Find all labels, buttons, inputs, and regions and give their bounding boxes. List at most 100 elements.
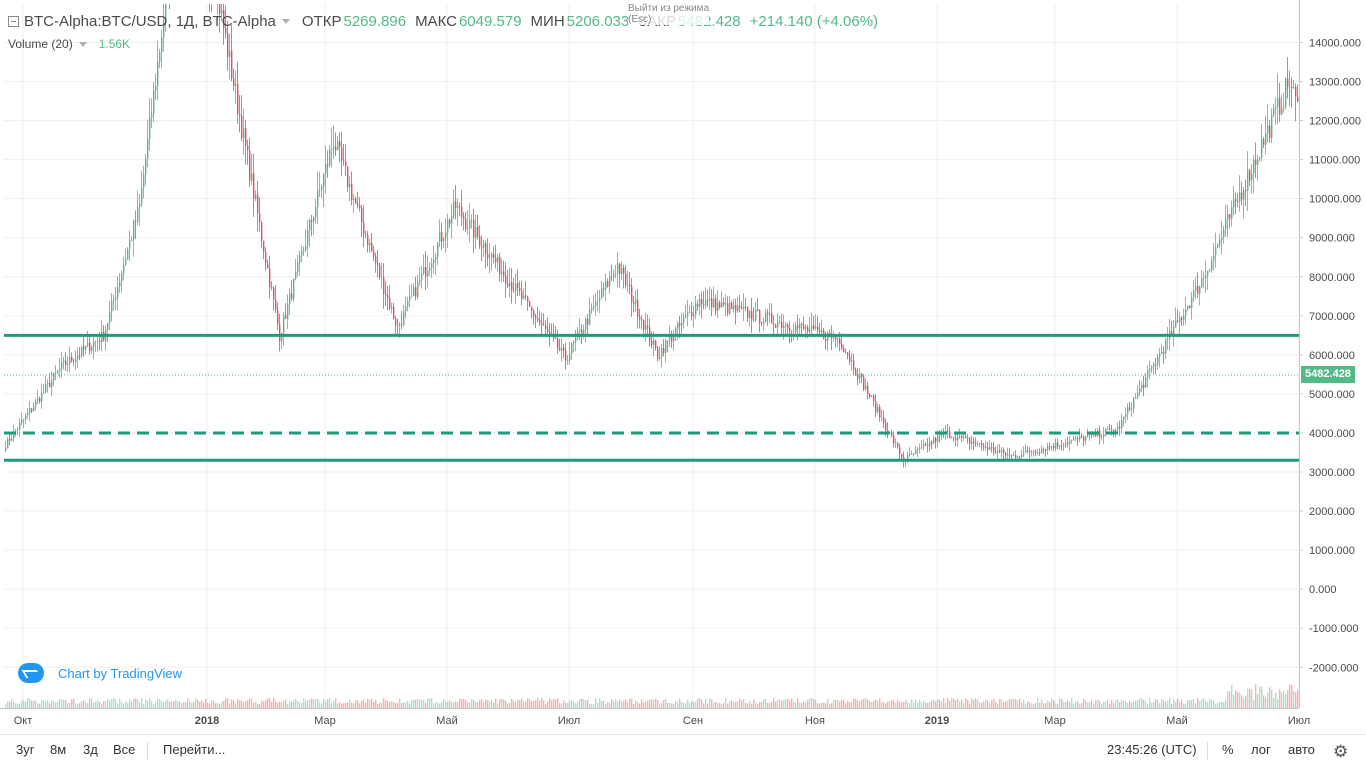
- candle-body: [1189, 306, 1191, 309]
- range-all-button[interactable]: Все: [113, 742, 136, 757]
- candle-body: [419, 280, 421, 282]
- volume-bar: [991, 700, 993, 708]
- candle-body: [443, 238, 445, 242]
- volume-bar: [871, 701, 873, 708]
- candle-body: [933, 438, 935, 444]
- candle-body: [1049, 446, 1051, 448]
- range-3y-button[interactable]: 3yr: [16, 742, 35, 757]
- volume-bar: [41, 700, 43, 708]
- volume-bar: [503, 699, 505, 708]
- candle-body: [1133, 398, 1135, 409]
- volume-bar: [537, 698, 539, 708]
- candle-body: [917, 448, 919, 450]
- volume-bar: [1263, 695, 1265, 708]
- volume-bar: [661, 702, 663, 708]
- volume-bar: [1347, 690, 1348, 708]
- candle-body: [485, 243, 487, 254]
- volume-bar: [967, 699, 969, 708]
- volume-bar: [575, 703, 577, 708]
- volume-bar: [435, 701, 437, 708]
- candle-body: [741, 307, 743, 309]
- y-tick-label: 11000.000: [1309, 155, 1360, 167]
- utc-clock[interactable]: 23:45:26 (UTC): [1107, 742, 1197, 757]
- volume-bar: [665, 699, 667, 708]
- range-8m-button[interactable]: 8м: [50, 742, 67, 757]
- volume-bar: [645, 701, 647, 708]
- candle-body: [445, 232, 447, 239]
- volume-value: 1.56K: [98, 37, 131, 51]
- volume-bar: [1031, 703, 1033, 708]
- candle-body: [809, 329, 811, 332]
- volume-bar: [821, 702, 823, 708]
- volume-bar: [223, 700, 225, 708]
- candle-body: [135, 220, 137, 222]
- volume-bar: [783, 699, 785, 708]
- candle-body: [345, 161, 347, 167]
- symbol-title[interactable]: BTC-Alpha:BTC/USD, 1Д, BTC-Alpha: [24, 13, 276, 30]
- candle-body: [1199, 286, 1201, 294]
- volume-bar: [571, 700, 573, 708]
- volume-bar: [1219, 701, 1221, 708]
- candle-body: [147, 138, 149, 159]
- auto-scale-toggle[interactable]: авто: [1288, 742, 1315, 757]
- volume-bar: [15, 703, 17, 708]
- candle-body: [455, 201, 457, 208]
- percent-scale-toggle[interactable]: %: [1222, 742, 1234, 757]
- candle-body: [1197, 285, 1199, 294]
- open-value: 5269.896: [343, 13, 407, 30]
- volume-bar: [299, 702, 301, 708]
- candle-body: [923, 443, 925, 447]
- log-scale-toggle[interactable]: лог: [1251, 742, 1271, 757]
- candle-body: [159, 52, 161, 62]
- chevron-down-icon[interactable]: [281, 19, 290, 24]
- volume-bar: [835, 700, 837, 708]
- candle-body: [97, 340, 99, 342]
- volume-bar: [267, 698, 269, 708]
- volume-bar: [805, 702, 807, 708]
- candle-body: [333, 146, 335, 150]
- candle-body: [259, 213, 261, 223]
- volume-bar: [853, 698, 855, 708]
- candle-body: [99, 340, 101, 343]
- fullscreen-exit-tooltip: Выйти из режима (Esc): [628, 3, 710, 25]
- volume-bar: [1155, 698, 1157, 708]
- candle-body: [1071, 440, 1073, 442]
- candle-body: [1223, 229, 1225, 238]
- goto-date-button[interactable]: Перейти...: [163, 742, 226, 757]
- volume-bar: [337, 703, 339, 708]
- candle-body: [343, 160, 345, 162]
- candle-body: [1037, 452, 1039, 453]
- candle-body: [1187, 306, 1189, 310]
- candle-body: [357, 203, 359, 206]
- candle-body: [23, 419, 25, 421]
- tradingview-watermark[interactable]: Chart by TradingView: [18, 663, 182, 683]
- volume-label[interactable]: Volume (20): [8, 37, 73, 51]
- volume-bar: [109, 700, 111, 708]
- volume-bar: [381, 703, 383, 708]
- volume-bar: [523, 701, 525, 708]
- volume-bar: [1195, 703, 1197, 708]
- volume-bar: [303, 698, 305, 708]
- candle-body: [1193, 290, 1195, 298]
- candle-body: [1333, 206, 1334, 215]
- candle-body: [515, 283, 517, 291]
- volume-bar: [815, 699, 817, 708]
- candle-body: [735, 305, 737, 312]
- candle-body: [1353, 169, 1354, 175]
- volume-bar: [1043, 703, 1045, 708]
- candle-body: [1331, 206, 1332, 224]
- volume-bar: [1105, 701, 1107, 708]
- candle-body: [767, 312, 769, 315]
- volume-bar: [1081, 703, 1083, 708]
- candle-body: [821, 330, 823, 333]
- volume-bar: [1289, 684, 1291, 708]
- chevron-down-icon[interactable]: [78, 41, 87, 47]
- range-3d-button[interactable]: 3д: [83, 742, 98, 757]
- collapse-icon[interactable]: [8, 16, 19, 27]
- gear-icon[interactable]: ⚙: [1333, 742, 1349, 761]
- candle-body: [421, 273, 423, 281]
- candle-body: [1127, 407, 1129, 415]
- y-tick-label: 5000.000: [1309, 389, 1355, 401]
- x-tick-label: Май: [436, 715, 458, 727]
